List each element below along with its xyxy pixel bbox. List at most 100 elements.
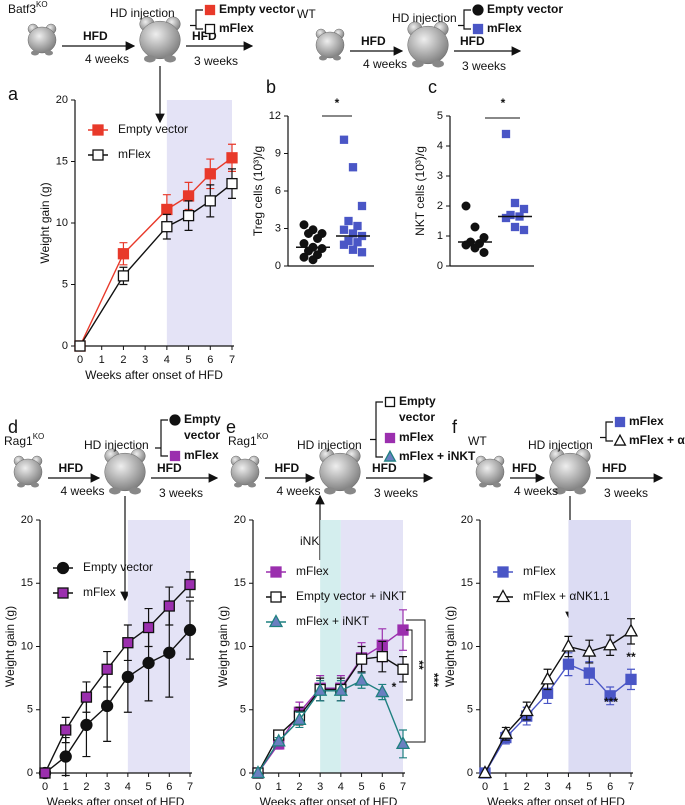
data-point xyxy=(182,190,195,202)
strain-label: WT xyxy=(297,7,316,21)
y-axis-label: Weight gain (g) xyxy=(443,606,457,687)
strain-superscript: KO xyxy=(36,0,48,9)
data-point xyxy=(510,198,520,208)
data-point xyxy=(397,663,409,675)
x-tick-label: 5 xyxy=(186,354,192,366)
data-point xyxy=(519,703,534,717)
y-tick-label: 5 xyxy=(27,704,33,716)
injection-label: HD injection xyxy=(528,438,593,452)
data-point xyxy=(470,222,480,232)
data-point xyxy=(204,168,216,180)
legend-marker xyxy=(92,149,104,161)
x-tick-label: 4 xyxy=(338,781,344,793)
x-tick-label: 1 xyxy=(276,781,282,793)
data-point xyxy=(470,243,480,253)
x-axis-label: Weeks after onset of HFD xyxy=(487,795,625,805)
data-point xyxy=(344,216,353,226)
y-tick-label: 12 xyxy=(269,110,281,122)
mouse-body xyxy=(475,458,505,486)
mouse-foot xyxy=(31,482,39,488)
y-tick-label: 0 xyxy=(240,767,246,779)
period-label: 4 weeks xyxy=(61,484,105,498)
legend-label: mFlex xyxy=(629,414,664,428)
diet-label: HFD xyxy=(83,29,108,43)
period-label: 3 weeks xyxy=(159,486,203,500)
y-tick-label: 10 xyxy=(21,640,33,652)
data-point xyxy=(299,220,309,230)
x-tick-label: 5 xyxy=(146,781,152,793)
data-point xyxy=(312,233,322,243)
data-point xyxy=(313,682,328,696)
legend-label: mFlex + αNK1.1 xyxy=(523,589,610,603)
x-tick-label: 3 xyxy=(317,781,323,793)
data-point xyxy=(519,204,529,214)
panel-letter: b xyxy=(266,77,276,97)
legend-line: vector xyxy=(399,410,435,424)
legend-marker xyxy=(472,4,484,16)
data-point xyxy=(339,135,349,144)
legend-label: mFlex xyxy=(296,564,329,578)
y-tick-label: 0 xyxy=(62,340,68,352)
legend-marker xyxy=(268,614,284,628)
diet-label: HFD xyxy=(157,461,182,475)
y-tick-label: 5 xyxy=(62,278,68,290)
legend-label: Empty vector xyxy=(399,394,436,424)
x-tick-label: 4 xyxy=(164,354,170,366)
mouse-foot xyxy=(554,487,566,495)
data-point xyxy=(100,699,114,713)
mouse-foot xyxy=(333,55,341,61)
mouse-body xyxy=(319,452,361,492)
strain-label: Batf3KO xyxy=(8,0,48,16)
period-label: 4 weeks xyxy=(363,57,407,71)
data-point xyxy=(299,252,309,262)
data-point xyxy=(226,177,238,190)
mouse-foot xyxy=(412,60,424,68)
significance-label: * xyxy=(501,96,506,110)
legend-marker xyxy=(497,566,509,578)
data-point xyxy=(540,671,555,685)
x-tick-label: 5 xyxy=(586,781,592,793)
period-label: 4 weeks xyxy=(277,484,321,498)
legend-label: Empty vector xyxy=(219,2,295,16)
diet-label: HFD xyxy=(361,34,386,48)
y-tick-label: 5 xyxy=(437,110,443,122)
panel-letter: d xyxy=(8,417,18,437)
y-tick-label: 0 xyxy=(27,767,33,779)
x-tick-label: 1 xyxy=(63,781,69,793)
legend-bracket xyxy=(458,9,471,30)
y-tick-label: 5 xyxy=(240,704,246,716)
x-tick-label: 3 xyxy=(104,781,110,793)
y-tick-label: 20 xyxy=(56,94,68,106)
data-point xyxy=(163,600,175,612)
data-point xyxy=(161,221,173,233)
legend-marker xyxy=(169,450,181,462)
data-point xyxy=(308,255,318,265)
legend-label: Empty vector xyxy=(118,122,188,136)
data-point xyxy=(395,736,411,750)
legend-label: mFlex xyxy=(118,147,151,161)
x-tick-label: 2 xyxy=(524,781,530,793)
y-axis-label: Weight gain (g) xyxy=(216,606,230,687)
legend-label: Empty vector xyxy=(487,2,563,16)
data-point xyxy=(501,213,511,223)
data-point xyxy=(60,724,72,736)
data-point xyxy=(623,623,639,637)
y-tick-label: 15 xyxy=(461,577,473,589)
strain-name: WT xyxy=(468,434,487,448)
x-tick-label: 6 xyxy=(166,781,172,793)
data-point xyxy=(184,578,196,591)
significance-label: * xyxy=(392,680,397,694)
strain-label: WT xyxy=(468,434,487,448)
strain-superscript: KO xyxy=(33,432,45,441)
legend-marker xyxy=(613,433,627,446)
legend-label: mFlex + iNKT xyxy=(399,449,476,463)
data-point xyxy=(562,658,575,670)
period-label: 3 weeks xyxy=(374,486,418,500)
injection-label: HD injection xyxy=(297,438,362,452)
legend-label: mFlex xyxy=(184,448,219,462)
data-point xyxy=(299,238,309,248)
data-point xyxy=(74,340,86,352)
data-point xyxy=(357,201,367,211)
data-point xyxy=(117,270,130,282)
x-axis-label: Weeks after onset of HFD xyxy=(85,368,223,382)
